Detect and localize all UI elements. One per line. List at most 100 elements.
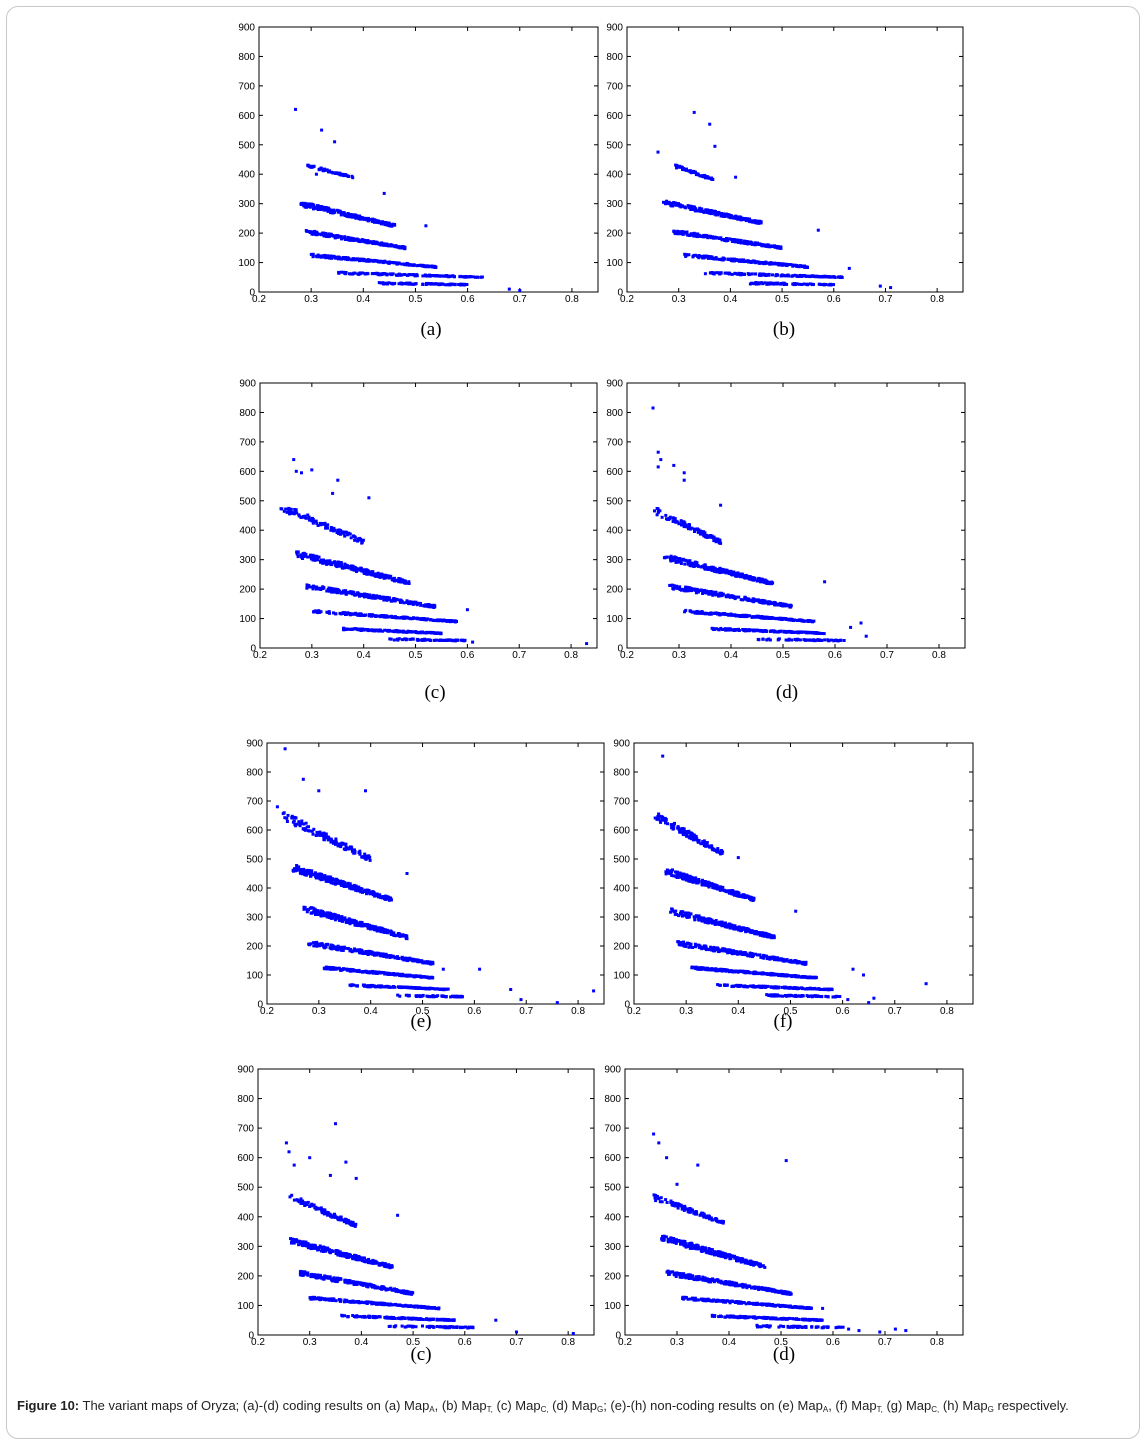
y-tick-label: 300 (239, 555, 256, 566)
data-point (380, 614, 384, 618)
data-point (696, 209, 700, 213)
data-point (665, 201, 669, 205)
data-point (728, 237, 732, 241)
data-point (741, 598, 745, 602)
data-point (423, 960, 427, 964)
data-point (359, 258, 363, 262)
data-point (782, 281, 786, 285)
panel-label: (d) (775, 682, 799, 703)
data-point (356, 612, 360, 616)
data-point (694, 209, 698, 212)
data-point (338, 561, 342, 565)
data-point (321, 910, 325, 914)
data-point (321, 585, 325, 589)
data-point (300, 471, 303, 475)
data-point (319, 909, 323, 913)
data-point (324, 256, 328, 260)
data-point (781, 604, 785, 608)
data-point (323, 874, 327, 878)
data-point (720, 591, 724, 595)
data-point (392, 578, 396, 582)
data-point (348, 591, 352, 595)
data-point (379, 281, 383, 285)
x-tick-label: 0.7 (513, 294, 527, 305)
data-point (324, 526, 328, 530)
data-point (459, 282, 463, 286)
data-point (669, 557, 672, 561)
data-point (726, 257, 730, 261)
data-point (471, 640, 475, 644)
data-point (330, 170, 334, 174)
data-point (703, 272, 707, 276)
data-point (714, 591, 718, 595)
data-point (746, 598, 750, 602)
data-point (764, 260, 768, 264)
data-point (783, 262, 787, 266)
data-point (789, 605, 793, 609)
data-point (802, 638, 806, 642)
data-point (729, 257, 733, 261)
data-point (381, 629, 385, 633)
data-point (758, 629, 762, 633)
data-point (314, 876, 318, 880)
data-point (368, 593, 372, 597)
data-point (409, 600, 413, 604)
data-point (733, 597, 737, 601)
data-point (379, 575, 383, 579)
data-point (324, 945, 328, 949)
data-point (465, 608, 469, 612)
data-point (732, 215, 736, 219)
data-point (426, 638, 430, 642)
data-point (342, 626, 345, 630)
data-point (303, 514, 307, 518)
data-point (822, 283, 826, 286)
data-point (303, 516, 307, 520)
data-point (779, 629, 783, 633)
data-point (388, 896, 392, 900)
data-point (687, 527, 690, 531)
data-point (415, 274, 419, 278)
data-point (748, 219, 751, 223)
data-point (736, 572, 740, 576)
data-point (351, 920, 355, 924)
data-point (413, 616, 417, 620)
y-tick-label: 400 (239, 526, 256, 537)
data-point (739, 239, 743, 243)
data-point (319, 560, 323, 564)
data-point (435, 638, 439, 642)
data-point (679, 558, 683, 562)
data-point (713, 569, 717, 573)
data-point (704, 208, 708, 212)
y-tick-label: 600 (238, 111, 255, 122)
data-point (370, 272, 374, 276)
data-point (440, 282, 444, 286)
data-point (366, 595, 370, 599)
data-point (432, 619, 436, 622)
data-point (365, 568, 368, 572)
data-point (384, 281, 388, 285)
data-point (362, 217, 366, 221)
data-point (686, 169, 690, 173)
data-point (704, 565, 708, 569)
data-point (757, 615, 761, 619)
data-point (389, 637, 393, 641)
data-point (325, 942, 329, 946)
data-point (807, 631, 811, 635)
data-point (808, 274, 812, 278)
data-point (302, 907, 306, 911)
data-point (367, 613, 371, 617)
data-point (280, 507, 284, 511)
data-point (767, 281, 771, 285)
data-point (358, 921, 362, 925)
data-point (360, 855, 364, 859)
data-point (762, 615, 766, 619)
data-point (342, 174, 346, 178)
data-point (739, 241, 743, 245)
data-point (297, 513, 301, 517)
data-point (348, 272, 352, 276)
data-point (382, 191, 386, 195)
data-point (332, 611, 335, 615)
data-point (312, 164, 316, 168)
data-point (402, 282, 406, 286)
data-point (676, 232, 680, 236)
